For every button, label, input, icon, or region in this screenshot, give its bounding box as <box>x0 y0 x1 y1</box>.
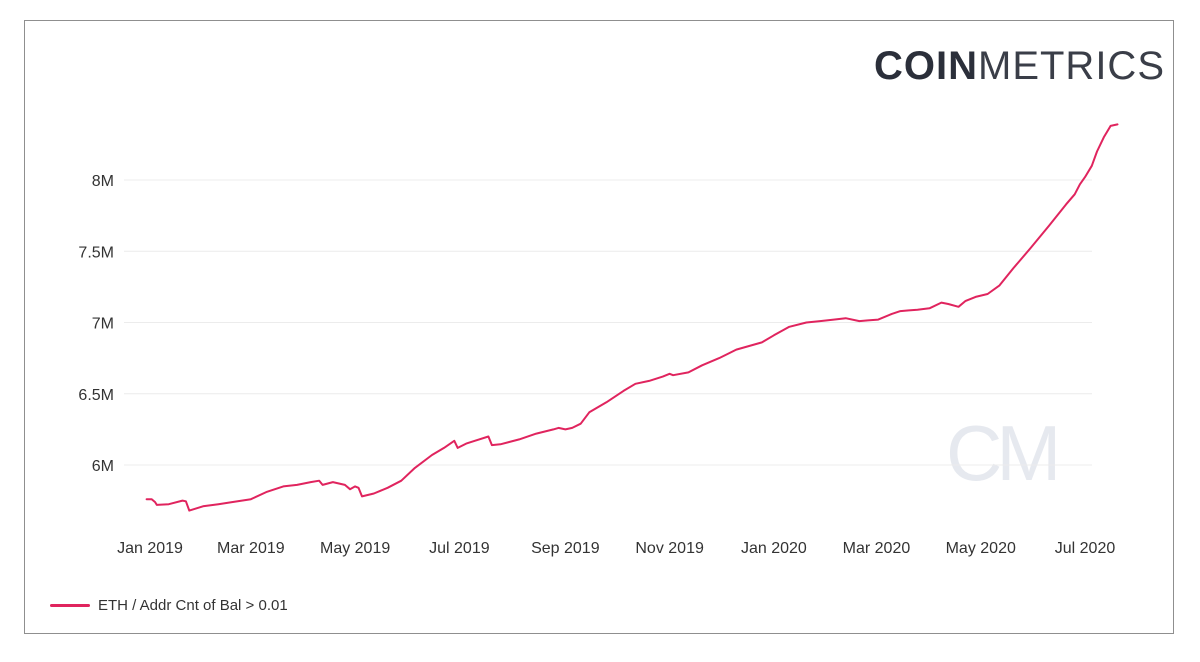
x-tick-label: Jul 2020 <box>1055 540 1116 557</box>
series-layer <box>145 123 1119 512</box>
x-tick-label: May 2019 <box>320 540 390 557</box>
gridlines <box>124 179 1092 466</box>
x-tick-label: Mar 2019 <box>217 540 285 557</box>
legend-label: ETH / Addr Cnt of Bal > 0.01 <box>98 596 288 614</box>
cm-watermark: CM <box>946 409 1061 497</box>
x-tick-label: Jul 2019 <box>429 540 490 557</box>
y-tick-label: 6.5M <box>78 387 114 404</box>
legend-swatch <box>50 603 90 607</box>
x-tick-label: Jan 2019 <box>117 540 183 557</box>
x-tick-label: Jan 2020 <box>741 540 807 557</box>
chart-frame <box>24 20 1174 634</box>
coinmetrics-logo: COINMETRICS <box>874 44 1164 88</box>
series-line <box>145 123 1119 512</box>
x-tick-label: Sep 2019 <box>531 540 600 557</box>
y-tick-label: 7M <box>92 316 114 333</box>
x-tick-label: Mar 2020 <box>843 540 911 557</box>
logo-light-text: METRICS <box>978 44 1165 88</box>
x-tick-label: May 2020 <box>946 540 1016 557</box>
logo-bold-text: COIN <box>874 44 978 88</box>
y-tick-label: 6M <box>92 458 114 475</box>
x-tick-label: Nov 2019 <box>635 540 704 557</box>
x-axis: Jan 2019 Mar 2019 May 2019 Jul 2019 Sep 2019… <box>117 540 1115 557</box>
y-axis: 6M 6.5M 7M 7.5M 8M <box>78 173 114 475</box>
y-tick-label: 8M <box>92 173 114 190</box>
y-tick-label: 7.5M <box>78 244 114 261</box>
legend[interactable]: ETH / Addr Cnt of Bal > 0.01 <box>50 594 288 616</box>
watermark-text: CM <box>946 409 1055 497</box>
